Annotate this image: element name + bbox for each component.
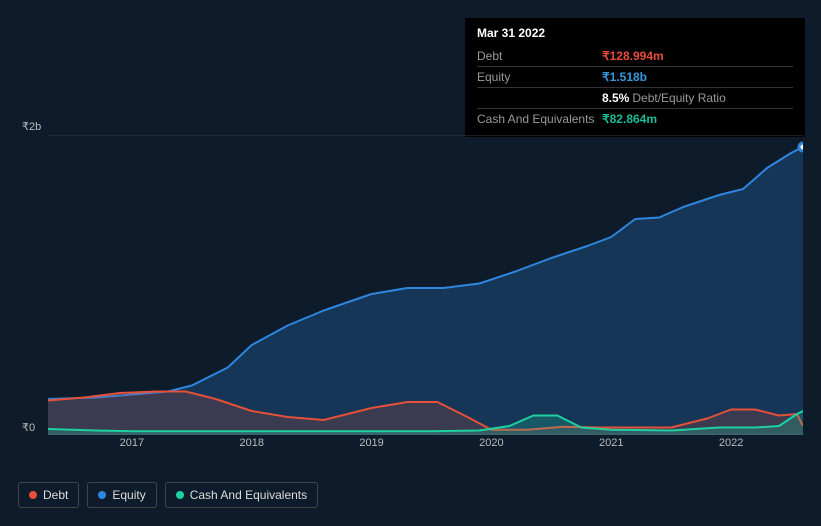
tooltip-row: Debt₹128.994m — [477, 46, 793, 67]
tooltip-label: Equity — [477, 70, 602, 84]
legend-dot — [29, 491, 37, 499]
debt-equity-chart: ₹2b ₹0 2017 2018 2019 2020 2021 2022 — [18, 120, 803, 455]
x-axis-tick: 2022 — [719, 437, 743, 449]
x-axis-tick: 2019 — [359, 437, 383, 449]
x-axis-tick: 2017 — [120, 437, 144, 449]
chart-plot-area — [48, 135, 803, 435]
tooltip-value: ₹128.994m — [602, 49, 664, 63]
tooltip-date: Mar 31 2022 — [477, 26, 793, 40]
chart-legend: Debt Equity Cash And Equivalents — [18, 482, 318, 508]
tooltip-value: ₹1.518b — [602, 70, 647, 84]
tooltip-row: Equity₹1.518b — [477, 67, 793, 88]
tooltip-label — [477, 91, 602, 105]
x-axis: 2017 2018 2019 2020 2021 2022 — [48, 437, 803, 455]
x-axis-tick: 2018 — [239, 437, 263, 449]
legend-label: Cash And Equivalents — [190, 488, 307, 502]
legend-item-equity[interactable]: Equity — [87, 482, 156, 508]
legend-label: Debt — [43, 488, 68, 502]
tooltip-row: 8.5%Debt/Equity Ratio — [477, 88, 793, 109]
legend-dot — [98, 491, 106, 499]
tooltip-value: 8.5%Debt/Equity Ratio — [602, 91, 726, 105]
x-axis-tick: 2021 — [599, 437, 623, 449]
legend-dot — [176, 491, 184, 499]
legend-item-debt[interactable]: Debt — [18, 482, 79, 508]
x-axis-tick: 2020 — [479, 437, 503, 449]
tooltip-label: Debt — [477, 49, 602, 63]
y-axis-label-max: ₹2b — [22, 120, 41, 133]
legend-item-cash-and-equivalents[interactable]: Cash And Equivalents — [165, 482, 318, 508]
y-axis-label-min: ₹0 — [22, 421, 35, 434]
legend-label: Equity — [112, 488, 145, 502]
equity-marker — [799, 143, 803, 151]
